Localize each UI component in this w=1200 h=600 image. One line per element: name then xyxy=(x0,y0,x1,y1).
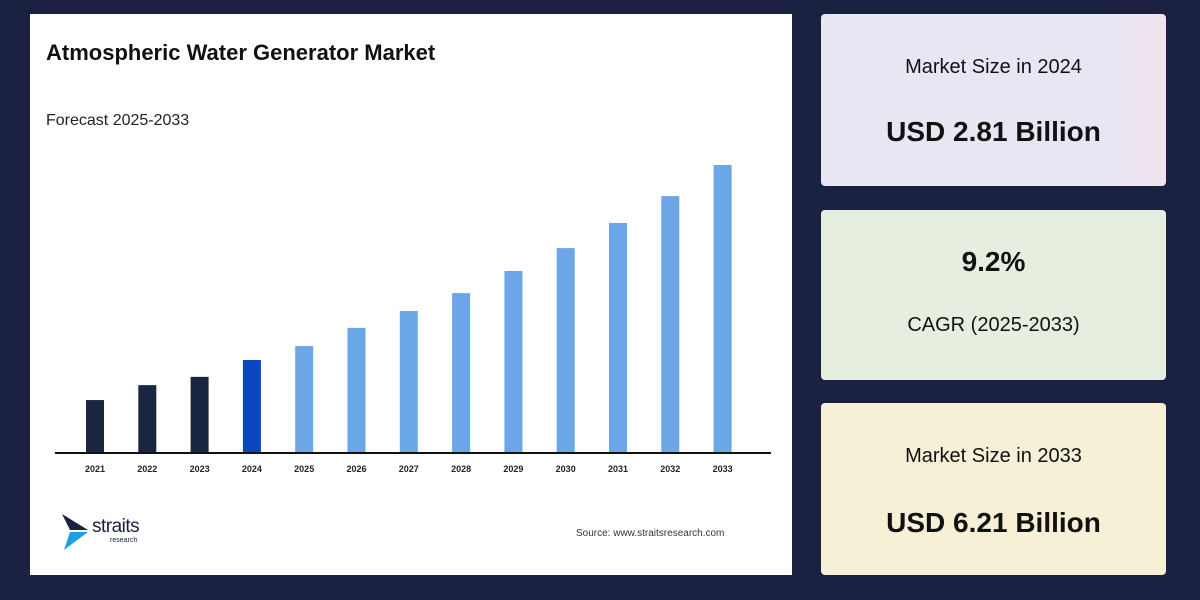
bar-2026 xyxy=(347,327,366,453)
x-tick-label: 2029 xyxy=(503,464,523,474)
bar-2028 xyxy=(452,293,471,453)
chart-title: Atmospheric Water Generator Market xyxy=(46,40,436,65)
x-tick-label: 2030 xyxy=(556,464,576,474)
card-value: USD 6.21 Billion xyxy=(886,507,1101,538)
bar-chart: 2021 2022 2023 2024 2025 2026 2027 2028 2029 2030… xyxy=(55,165,771,474)
bar-2033 xyxy=(713,165,732,453)
straits-logo: straits research xyxy=(60,512,160,552)
market-size-2033-card: Market Size in 2033 USD 6.21 Billion xyxy=(821,403,1166,575)
chart-panel: Atmospheric Water Generator Market Forec… xyxy=(30,14,792,575)
bar-2022 xyxy=(138,385,157,453)
market-size-2024-card: Market Size in 2024 USD 2.81 Billion xyxy=(821,14,1166,186)
card-value: USD 2.81 Billion xyxy=(886,116,1101,147)
x-tick-label: 2033 xyxy=(713,464,733,474)
bar-2023 xyxy=(190,376,209,453)
x-tick-label: 2023 xyxy=(190,464,210,474)
bar-2029 xyxy=(504,270,523,453)
logo-text: straits xyxy=(92,516,140,537)
card-label: Market Size in 2024 xyxy=(905,56,1082,78)
cagr-card: 9.2% CAGR (2025-2033) xyxy=(821,210,1166,380)
bar-2021 xyxy=(86,400,104,453)
source-text: Source: www.straitsresearch.com xyxy=(576,528,725,539)
bar-2027 xyxy=(399,310,418,453)
bar-2025 xyxy=(295,346,314,453)
x-tick-label: 2025 xyxy=(294,464,314,474)
bar-2032 xyxy=(661,196,680,453)
card-label: Market Size in 2033 xyxy=(905,445,1082,467)
x-tick-label: 2021 xyxy=(85,464,105,474)
x-tick-label: 2022 xyxy=(137,464,157,474)
x-tick-label: 2028 xyxy=(451,464,471,474)
bar-2031 xyxy=(609,222,627,453)
bar-2030 xyxy=(556,248,575,453)
bar-2024 xyxy=(242,359,261,453)
x-tick-label: 2027 xyxy=(399,464,419,474)
logo-subtext: research xyxy=(110,537,138,544)
x-tick-label: 2032 xyxy=(660,464,680,474)
x-tick-label: 2024 xyxy=(242,464,262,474)
chart-subtitle: Forecast 2025-2033 xyxy=(46,112,190,129)
card-label: CAGR (2025-2033) xyxy=(907,314,1080,336)
logo-arrow-icon xyxy=(62,514,88,550)
card-value: 9.2% xyxy=(961,246,1026,277)
x-tick-label: 2031 xyxy=(608,464,628,474)
x-tick-label: 2026 xyxy=(346,464,366,474)
